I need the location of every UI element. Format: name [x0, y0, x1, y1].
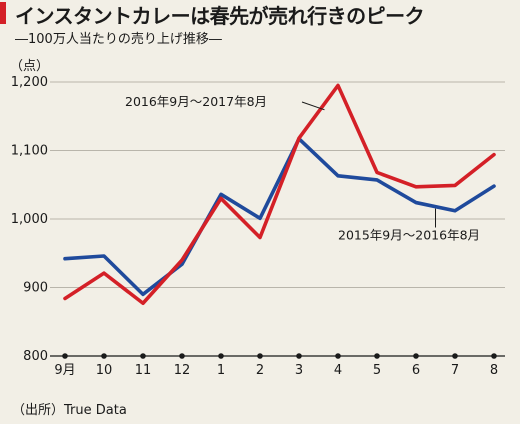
x-tick-mark — [374, 353, 380, 359]
y-tick-label: 800 — [23, 349, 48, 364]
source-note: （出所）True Data — [12, 403, 127, 418]
series-lines — [63, 83, 496, 306]
x-tick-label: 7 — [451, 363, 459, 378]
series-label-2016-2017: 2016年9月～2017年8月 — [125, 94, 267, 109]
x-tick-mark — [257, 353, 263, 359]
x-tick-mark — [413, 353, 419, 359]
x-tick-label: 2 — [256, 363, 264, 378]
chart-title: インスタントカレーは春先が売れ行きのピーク — [15, 4, 425, 28]
y-axis-label: （点） — [10, 59, 49, 74]
series-annotations: 2016年9月～2017年8月 2015年9月～2016年8月 — [125, 94, 480, 243]
x-tick-label: 5 — [373, 363, 381, 378]
y-tick-labels: 800 900 1,000 1,100 1,200 — [11, 75, 48, 364]
x-tick-mark — [101, 353, 107, 359]
chart-subtitle: ―100万人当たりの売り上げ推移― — [15, 32, 222, 47]
series-line-2016-2017 — [63, 83, 496, 306]
x-tick-label: 12 — [174, 363, 191, 378]
series-label-2015-2016: 2015年9月～2016年8月 — [338, 228, 480, 243]
x-tick-label: 4 — [334, 363, 342, 378]
x-tick-mark — [335, 353, 341, 359]
x-tick-mark — [179, 353, 185, 359]
x-tick-mark — [218, 353, 224, 359]
x-tick-mark — [491, 353, 497, 359]
gridlines — [50, 81, 505, 357]
x-tick-labels: 9月 10 11 12 1 2 3 4 5 6 7 8 — [54, 353, 498, 378]
x-tick-label: 6 — [412, 363, 420, 378]
annotation-leader-line — [301, 101, 325, 111]
x-tick-mark — [62, 353, 68, 359]
y-tick-label: 1,000 — [11, 212, 48, 227]
x-tick-label: 9月 — [54, 363, 75, 378]
x-tick-label: 1 — [217, 363, 225, 378]
x-tick-mark — [296, 353, 302, 359]
x-tick-label: 3 — [295, 363, 303, 378]
y-tick-label: 900 — [23, 281, 48, 296]
x-tick-mark — [452, 353, 458, 359]
x-tick-label: 11 — [135, 363, 152, 378]
y-tick-label: 1,200 — [11, 75, 48, 90]
x-tick-mark — [140, 353, 146, 359]
series-line-2015-2016 — [63, 137, 496, 297]
y-tick-label: 1,100 — [11, 144, 48, 159]
x-tick-label: 8 — [490, 363, 498, 378]
x-tick-label: 10 — [96, 363, 113, 378]
title-accent-bar — [0, 2, 6, 24]
